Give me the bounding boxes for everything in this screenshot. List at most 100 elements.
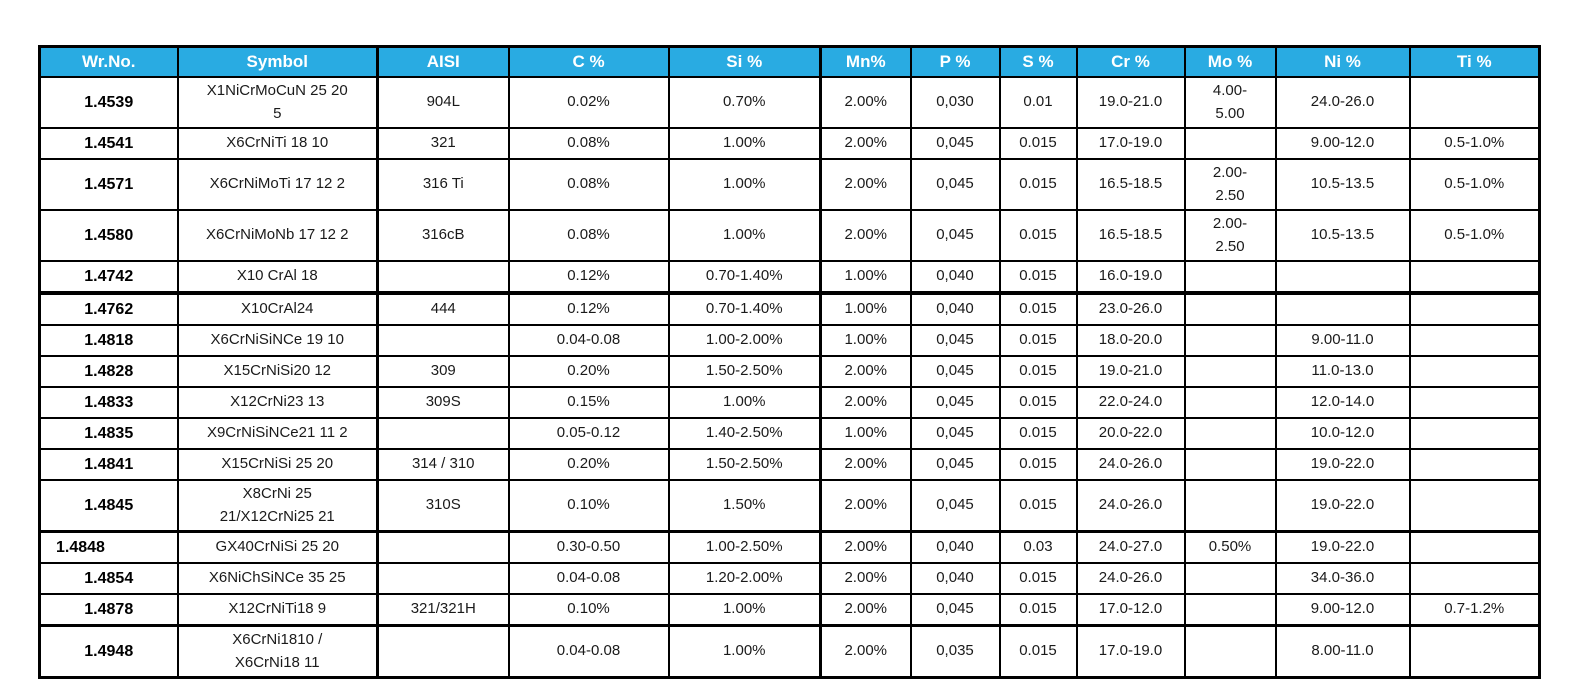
cell-s: 0.015 (998, 292, 1078, 326)
table-row-1-4762: 1.4762 X10CrAl24 444 0.12% 0.70-1.40% 1.00% 0,… (38, 292, 1541, 326)
cell-ti (1408, 448, 1541, 481)
cell-si: 1.00% (667, 386, 822, 419)
cell-symbol: X6CrNiSiNCe 19 10 (176, 324, 379, 357)
cell-symbol: X6CrNi1810 / X6CrNi18 11 (176, 624, 379, 679)
cell-ni: 19.0-22.0 (1274, 448, 1411, 481)
cell-ni: 19.0-22.0 (1274, 530, 1411, 564)
cell-mn: 2.00% (819, 209, 912, 262)
cell-p: 0,045 (909, 209, 1001, 262)
table-row-1-4818: 1.4818 X6CrNiSiNCe 19 10 0.04-0.08 1.00-2.0… (38, 324, 1541, 357)
cell-aisi: 321/321H (376, 593, 510, 627)
cell-ti (1408, 417, 1541, 450)
cell-mo (1183, 417, 1277, 450)
cell-c: 0.20% (507, 448, 670, 481)
cell-ni (1274, 292, 1411, 326)
cell-s: 0.015 (998, 158, 1078, 211)
cell-mo: 0.50% (1183, 530, 1277, 564)
cell-si: 1.50% (667, 479, 822, 533)
cell-c: 0.05-0.12 (507, 417, 670, 450)
cell-s: 0.015 (998, 209, 1078, 262)
cell-mo (1183, 624, 1277, 679)
cell-wr-no: 1.4541 (38, 127, 179, 160)
cell-mo (1183, 593, 1277, 627)
cell-wr-no: 1.4841 (38, 448, 179, 481)
cell-symbol: X12CrNiTi18 9 (176, 593, 379, 627)
cell-mn: 2.00% (819, 593, 912, 627)
cell-aisi: 321 (376, 127, 510, 160)
cell-aisi: 309 (376, 355, 510, 388)
cell-ti (1408, 530, 1541, 564)
cell-c: 0.08% (507, 158, 670, 211)
table-row-1-4539: 1.4539 X1NiCrMoCuN 25 20 5 904L 0.02% 0.70% 2… (38, 76, 1541, 129)
cell-ti: 0.7-1.2% (1408, 593, 1541, 627)
cell-c: 0.04-0.08 (507, 562, 670, 595)
cell-mo (1183, 479, 1277, 533)
cell-cr: 16.5-18.5 (1075, 158, 1186, 211)
cell-ti (1408, 292, 1541, 326)
table-row-1-4845: 1.4845 X8CrNi 25 21/X12CrNi25 21 310S 0.10%… (38, 479, 1541, 533)
cell-wr-no: 1.4818 (38, 324, 179, 357)
cell-ti (1408, 324, 1541, 357)
cell-p: 0,045 (909, 324, 1001, 357)
cell-p: 0,045 (909, 448, 1001, 481)
cell-mn: 2.00% (819, 355, 912, 388)
cell-s: 0.015 (998, 479, 1078, 533)
cell-ti (1408, 386, 1541, 419)
cell-mo: 2.00- 2.50 (1183, 158, 1277, 211)
cell-cr: 24.0-26.0 (1075, 448, 1186, 481)
cell-p: 0,040 (909, 530, 1001, 564)
table-row-1-4835: 1.4835 X9CrNiSiNCe21 11 2 0.05-0.12 1.40-2.… (38, 417, 1541, 450)
table-row-1-4541: 1.4541 X6CrNiTi 18 10 321 0.08% 1.00% 2.00% 0,… (38, 127, 1541, 160)
cell-mn: 1.00% (819, 324, 912, 357)
cell-mn: 2.00% (819, 448, 912, 481)
table-row-1-4878: 1.4878 X12CrNiTi18 9 321/321H 0.10% 1.00% 2.0… (38, 593, 1541, 627)
cell-cr: 24.0-26.0 (1075, 479, 1186, 533)
cell-p: 0,045 (909, 593, 1001, 627)
cell-aisi: 904L (376, 76, 510, 129)
cell-aisi: 309S (376, 386, 510, 419)
cell-symbol: X8CrNi 25 21/X12CrNi25 21 (176, 479, 379, 533)
cell-cr: 20.0-22.0 (1075, 417, 1186, 450)
cell-ti (1408, 260, 1541, 295)
cell-cr: 19.0-21.0 (1075, 76, 1186, 129)
cell-ti (1408, 355, 1541, 388)
cell-p: 0,040 (909, 292, 1001, 326)
cell-s: 0.015 (998, 386, 1078, 419)
table-row-1-4841: 1.4841 X15CrNiSi 25 20 314 / 310 0.20% 1.50-… (38, 448, 1541, 481)
cell-symbol: X15CrNiSi 25 20 (176, 448, 379, 481)
cell-ni: 24.0-26.0 (1274, 76, 1411, 129)
column-header-symbol: Symbol (176, 45, 379, 78)
cell-ni (1274, 260, 1411, 295)
column-header-si: Si % (667, 45, 822, 78)
cell-cr: 23.0-26.0 (1075, 292, 1186, 326)
cell-si: 1.40-2.50% (667, 417, 822, 450)
column-header-cr: Cr % (1075, 45, 1186, 78)
cell-mn: 2.00% (819, 127, 912, 160)
cell-cr: 24.0-27.0 (1075, 530, 1186, 564)
cell-symbol: X10CrAl24 (176, 292, 379, 326)
cell-s: 0.015 (998, 417, 1078, 450)
cell-mo: 2.00- 2.50 (1183, 209, 1277, 262)
cell-ni: 19.0-22.0 (1274, 479, 1411, 533)
cell-aisi (376, 530, 510, 564)
cell-s: 0.015 (998, 624, 1078, 679)
cell-mn: 2.00% (819, 76, 912, 129)
cell-ti: 0.5-1.0% (1408, 127, 1541, 160)
cell-ni: 8.00-11.0 (1274, 624, 1411, 679)
cell-ni: 9.00-12.0 (1274, 593, 1411, 627)
cell-si: 0.70% (667, 76, 822, 129)
cell-mo: 4.00- 5.00 (1183, 76, 1277, 129)
cell-mo (1183, 260, 1277, 295)
cell-symbol: X9CrNiSiNCe21 11 2 (176, 417, 379, 450)
cell-mn: 2.00% (819, 158, 912, 211)
cell-symbol: GX40CrNiSi 25 20 (176, 530, 379, 564)
column-header-c: C % (507, 45, 670, 78)
cell-ni: 10.5-13.5 (1274, 209, 1411, 262)
cell-cr: 17.0-19.0 (1075, 127, 1186, 160)
header-row: Wr.No. Symbol AISI C % Si % Mn% P % S % Cr % Mo %… (38, 45, 1541, 78)
cell-symbol: X15CrNiSi20 12 (176, 355, 379, 388)
cell-s: 0.015 (998, 324, 1078, 357)
cell-c: 0.04-0.08 (507, 324, 670, 357)
cell-si: 1.50-2.50% (667, 448, 822, 481)
cell-ni: 9.00-11.0 (1274, 324, 1411, 357)
